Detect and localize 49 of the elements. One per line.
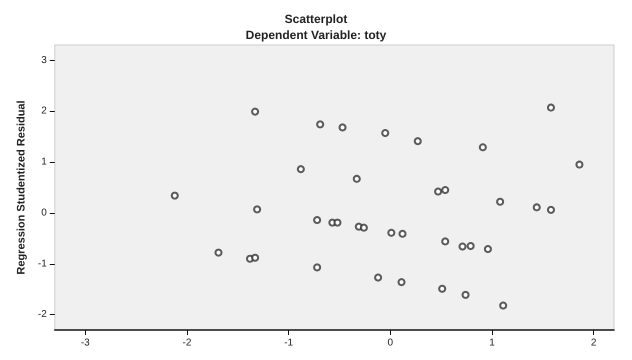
point <box>546 104 555 112</box>
point <box>352 174 361 183</box>
point <box>338 123 347 132</box>
y-tick-label: 0 <box>41 207 48 218</box>
point <box>253 205 262 214</box>
y-tick-label: 3 <box>41 54 48 66</box>
point <box>441 186 450 194</box>
point <box>499 302 508 310</box>
point <box>414 137 422 146</box>
y-tick-label: 2 <box>41 106 48 117</box>
point <box>434 188 442 196</box>
chart-subtitle: Dependent Variable: toty <box>246 28 387 42</box>
y-tick-label: 1 <box>41 156 48 168</box>
point <box>466 242 475 250</box>
point <box>398 278 406 286</box>
point <box>251 254 260 262</box>
point <box>398 230 407 238</box>
x-tick-label: -3 <box>80 338 90 348</box>
point <box>532 203 541 212</box>
point <box>496 198 504 206</box>
point <box>333 218 342 227</box>
point <box>381 129 390 138</box>
point <box>438 284 446 293</box>
point <box>374 274 382 282</box>
point <box>546 206 555 214</box>
x-tick-label: 0 <box>388 338 394 348</box>
chart-title: Scatterplot <box>284 12 348 26</box>
x-tick-label: 1 <box>489 338 496 348</box>
point <box>316 120 324 128</box>
y-tick-label: -1 <box>38 258 48 270</box>
y-axis-title: Regression Studentized Residual <box>16 100 28 275</box>
point <box>296 165 305 174</box>
point <box>170 192 179 200</box>
y-tick-label: -2 <box>38 309 48 320</box>
point <box>360 224 368 232</box>
point <box>575 160 584 169</box>
point <box>251 108 260 116</box>
point <box>484 245 492 254</box>
x-tick-label: 2 <box>590 338 597 348</box>
point <box>458 242 467 251</box>
point <box>313 263 322 272</box>
point <box>478 143 487 152</box>
point <box>462 290 470 299</box>
x-tick-label: -1 <box>284 338 294 348</box>
point <box>313 216 322 224</box>
point <box>387 228 396 237</box>
point <box>441 237 450 246</box>
x-tick-label: -2 <box>182 338 192 348</box>
point <box>214 248 222 257</box>
